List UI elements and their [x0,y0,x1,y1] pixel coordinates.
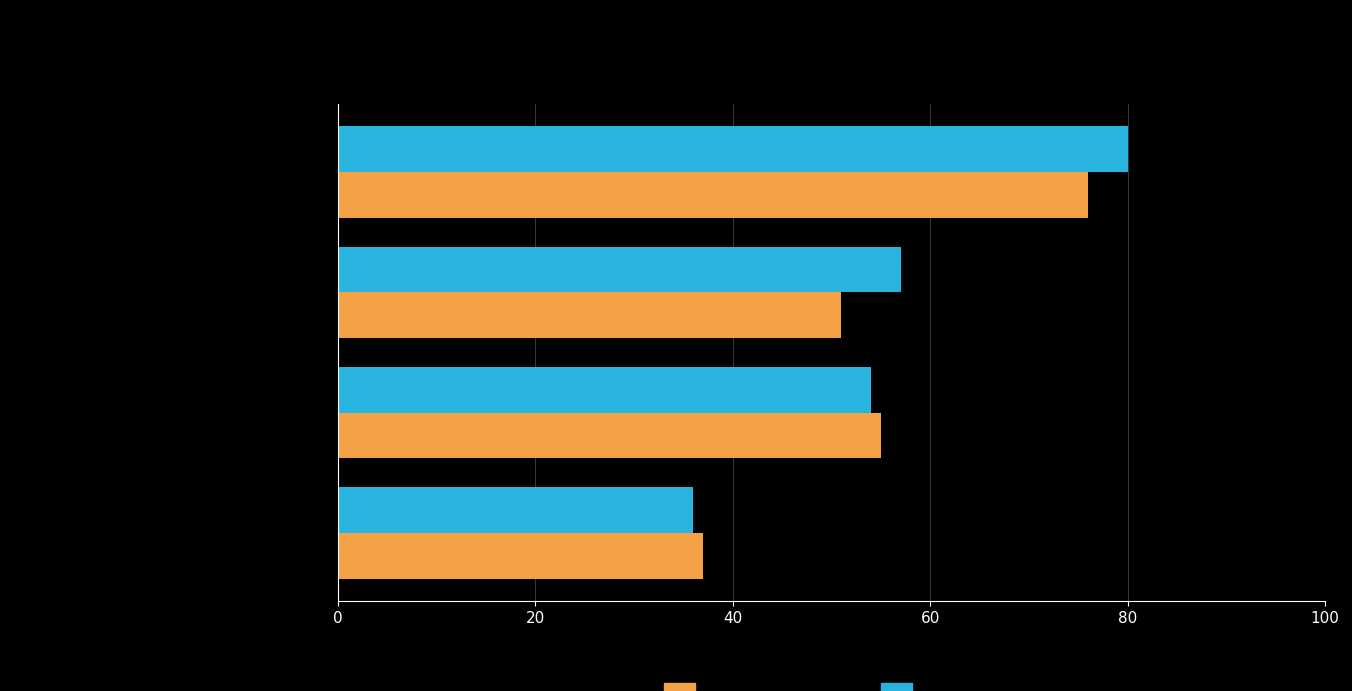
Bar [338,533,703,578]
Bar [338,172,1088,218]
Bar [338,413,882,458]
Bar [338,292,841,338]
Legend: Pohjois-Pohjanmaa, Koko maa: Pohjois-Pohjanmaa, Koko maa [658,676,1005,691]
Bar [338,126,1128,172]
Bar [338,247,900,292]
Bar [338,487,694,533]
Bar [338,367,871,413]
